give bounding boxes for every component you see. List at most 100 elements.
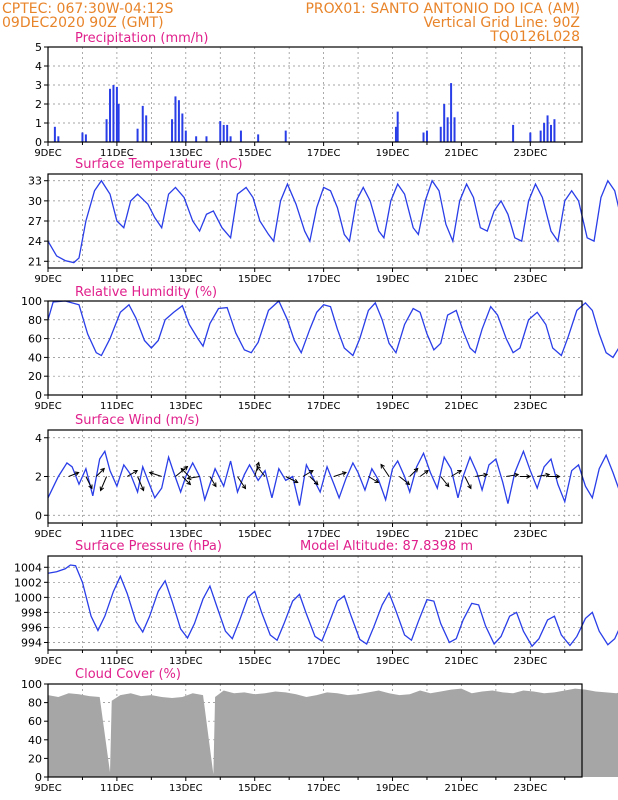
precipitation-bar [57,136,60,142]
wind-line [47,449,618,506]
pres-xtick-label: 19DEC [376,656,410,667]
rh-xtick-label: 23DEC [513,401,547,412]
wind-vector [256,465,266,477]
wind-vector [537,472,551,478]
wind-vector [209,476,217,488]
header-run-date: 09DEC2020 90Z (GMT) [2,15,164,31]
wind-vector [333,471,347,477]
temp-ytick-label: 27 [28,215,42,228]
precipitation-bar [205,136,208,142]
precipitation-bars [53,83,556,142]
precip-xtick-label: 13DEC [169,148,203,159]
cloud-xtick-label: 21DEC [445,783,479,794]
precip-frame [47,46,583,143]
precipitation-bar [543,123,546,142]
wind-vector [302,469,314,477]
precipitation-bar [136,128,139,142]
wind-vector [547,474,561,479]
rh-xtick-label: 11DEC [100,401,134,412]
wind-vector [180,467,190,477]
precipitation-bar [195,136,198,142]
rh-ytick-label: 60 [28,333,42,346]
precip-ytick-label: 1 [35,117,42,130]
pressure-title: Surface Pressure (hPa) [75,539,222,554]
wind-ytick-label: 0 [35,509,42,522]
wind-ytick-label: 4 [35,432,42,445]
temp-xtick-label: 9DEC [34,274,61,285]
precipitation-bar [229,136,232,142]
rh-xtick-label: 9DEC [34,401,61,412]
precipitation-bar [226,124,229,142]
header-station: PROX01: SANTO ANTONIO DO ICA (AM) [305,1,580,17]
cloud-xtick-label: 23DEC [513,783,547,794]
wind-vector [99,476,108,492]
precipitation-bar [105,119,108,142]
temp-frame [47,173,583,269]
precip-xtick-label: 21DEC [445,148,479,159]
precip-xtick-label: 15DEC [238,148,272,159]
precip-ytick-label: 2 [35,98,42,111]
pres-ytick-label: 1002 [14,576,42,589]
wind-xtick-label: 13DEC [169,529,203,540]
wind-vector [506,472,520,478]
rh-ytick-label: 0 [35,389,42,402]
header-coords: CPTEC: 067:30W-04:12S [2,1,173,17]
wind-vector [519,474,532,479]
temp-xtick-label: 23DEC [513,274,547,285]
precipitation-bar [446,117,449,142]
precipitation-bar [177,100,180,142]
wind-vector [175,465,189,477]
pres-xtick-label: 17DEC [307,656,341,667]
cloud-xtick-label: 19DEC [376,783,410,794]
temp-ytick-label: 21 [28,255,42,268]
temp-line [47,179,618,264]
wind-vectors [68,461,561,492]
precipitation-bar [257,134,260,142]
precipitation-bar [443,104,446,142]
pres-ytick-label: 994 [21,636,42,649]
wind-vector [419,469,429,477]
cloud-ytick-label: 0 [35,771,42,784]
cloud-xtick-label: 9DEC [34,783,61,794]
precipitation-bar [112,85,115,142]
precip-ytick-label: 3 [35,79,42,92]
precip-xtick-label: 17DEC [307,148,341,159]
precipitation-bar [53,126,56,142]
pres-ytick-label: 1000 [14,591,42,604]
rh-ytick-label: 100 [21,295,42,308]
precipitation-bar [84,134,87,142]
cloud-ytick-label: 20 [28,752,42,765]
header-run-code: TQ0126L028 [489,29,580,45]
wind-vector [368,476,380,484]
precipitation-bar [239,130,242,142]
header-grid-note: Vertical Grid Line: 90Z [424,15,580,31]
wind-vector [126,469,139,477]
cloud-ytick-label: 40 [28,734,42,747]
temp-xtick-label: 11DEC [100,274,134,285]
wind-xtick-label: 17DEC [307,529,341,540]
precipitation-bar [184,130,187,142]
precip-ytick-label: 4 [35,60,42,73]
wind-vector [285,476,299,484]
precipitation-bar [141,105,144,142]
temperature-panel: Surface Temperature (nC) 21 24 27 30 33 9DEC 1… [28,157,618,285]
precip-xtick-label: 9DEC [34,148,61,159]
precipitation-bar [553,119,556,142]
pres-frame [47,555,583,651]
wind-xtick-label: 19DEC [376,529,410,540]
cloud-cover-panel: Cloud Cover (%) 0 20 40 60 80 100 9DEC 11DEC 13D… [21,667,618,794]
temp-grid [47,174,582,268]
precip-ytick-label: 0 [35,136,42,149]
temp-ytick-label: 30 [28,195,42,208]
wind-frame [47,429,583,524]
precip-xtick-label: 11DEC [100,148,134,159]
precipitation-bar [549,124,552,142]
pres-xtick-label: 13DEC [169,656,203,667]
rh-xtick-label: 13DEC [169,401,203,412]
precipitation-bar [145,115,148,142]
pres-xtick-label: 15DEC [238,656,272,667]
precipitation-bar [115,86,118,142]
wind-vector [182,476,192,486]
precipitation-bar [539,130,542,142]
